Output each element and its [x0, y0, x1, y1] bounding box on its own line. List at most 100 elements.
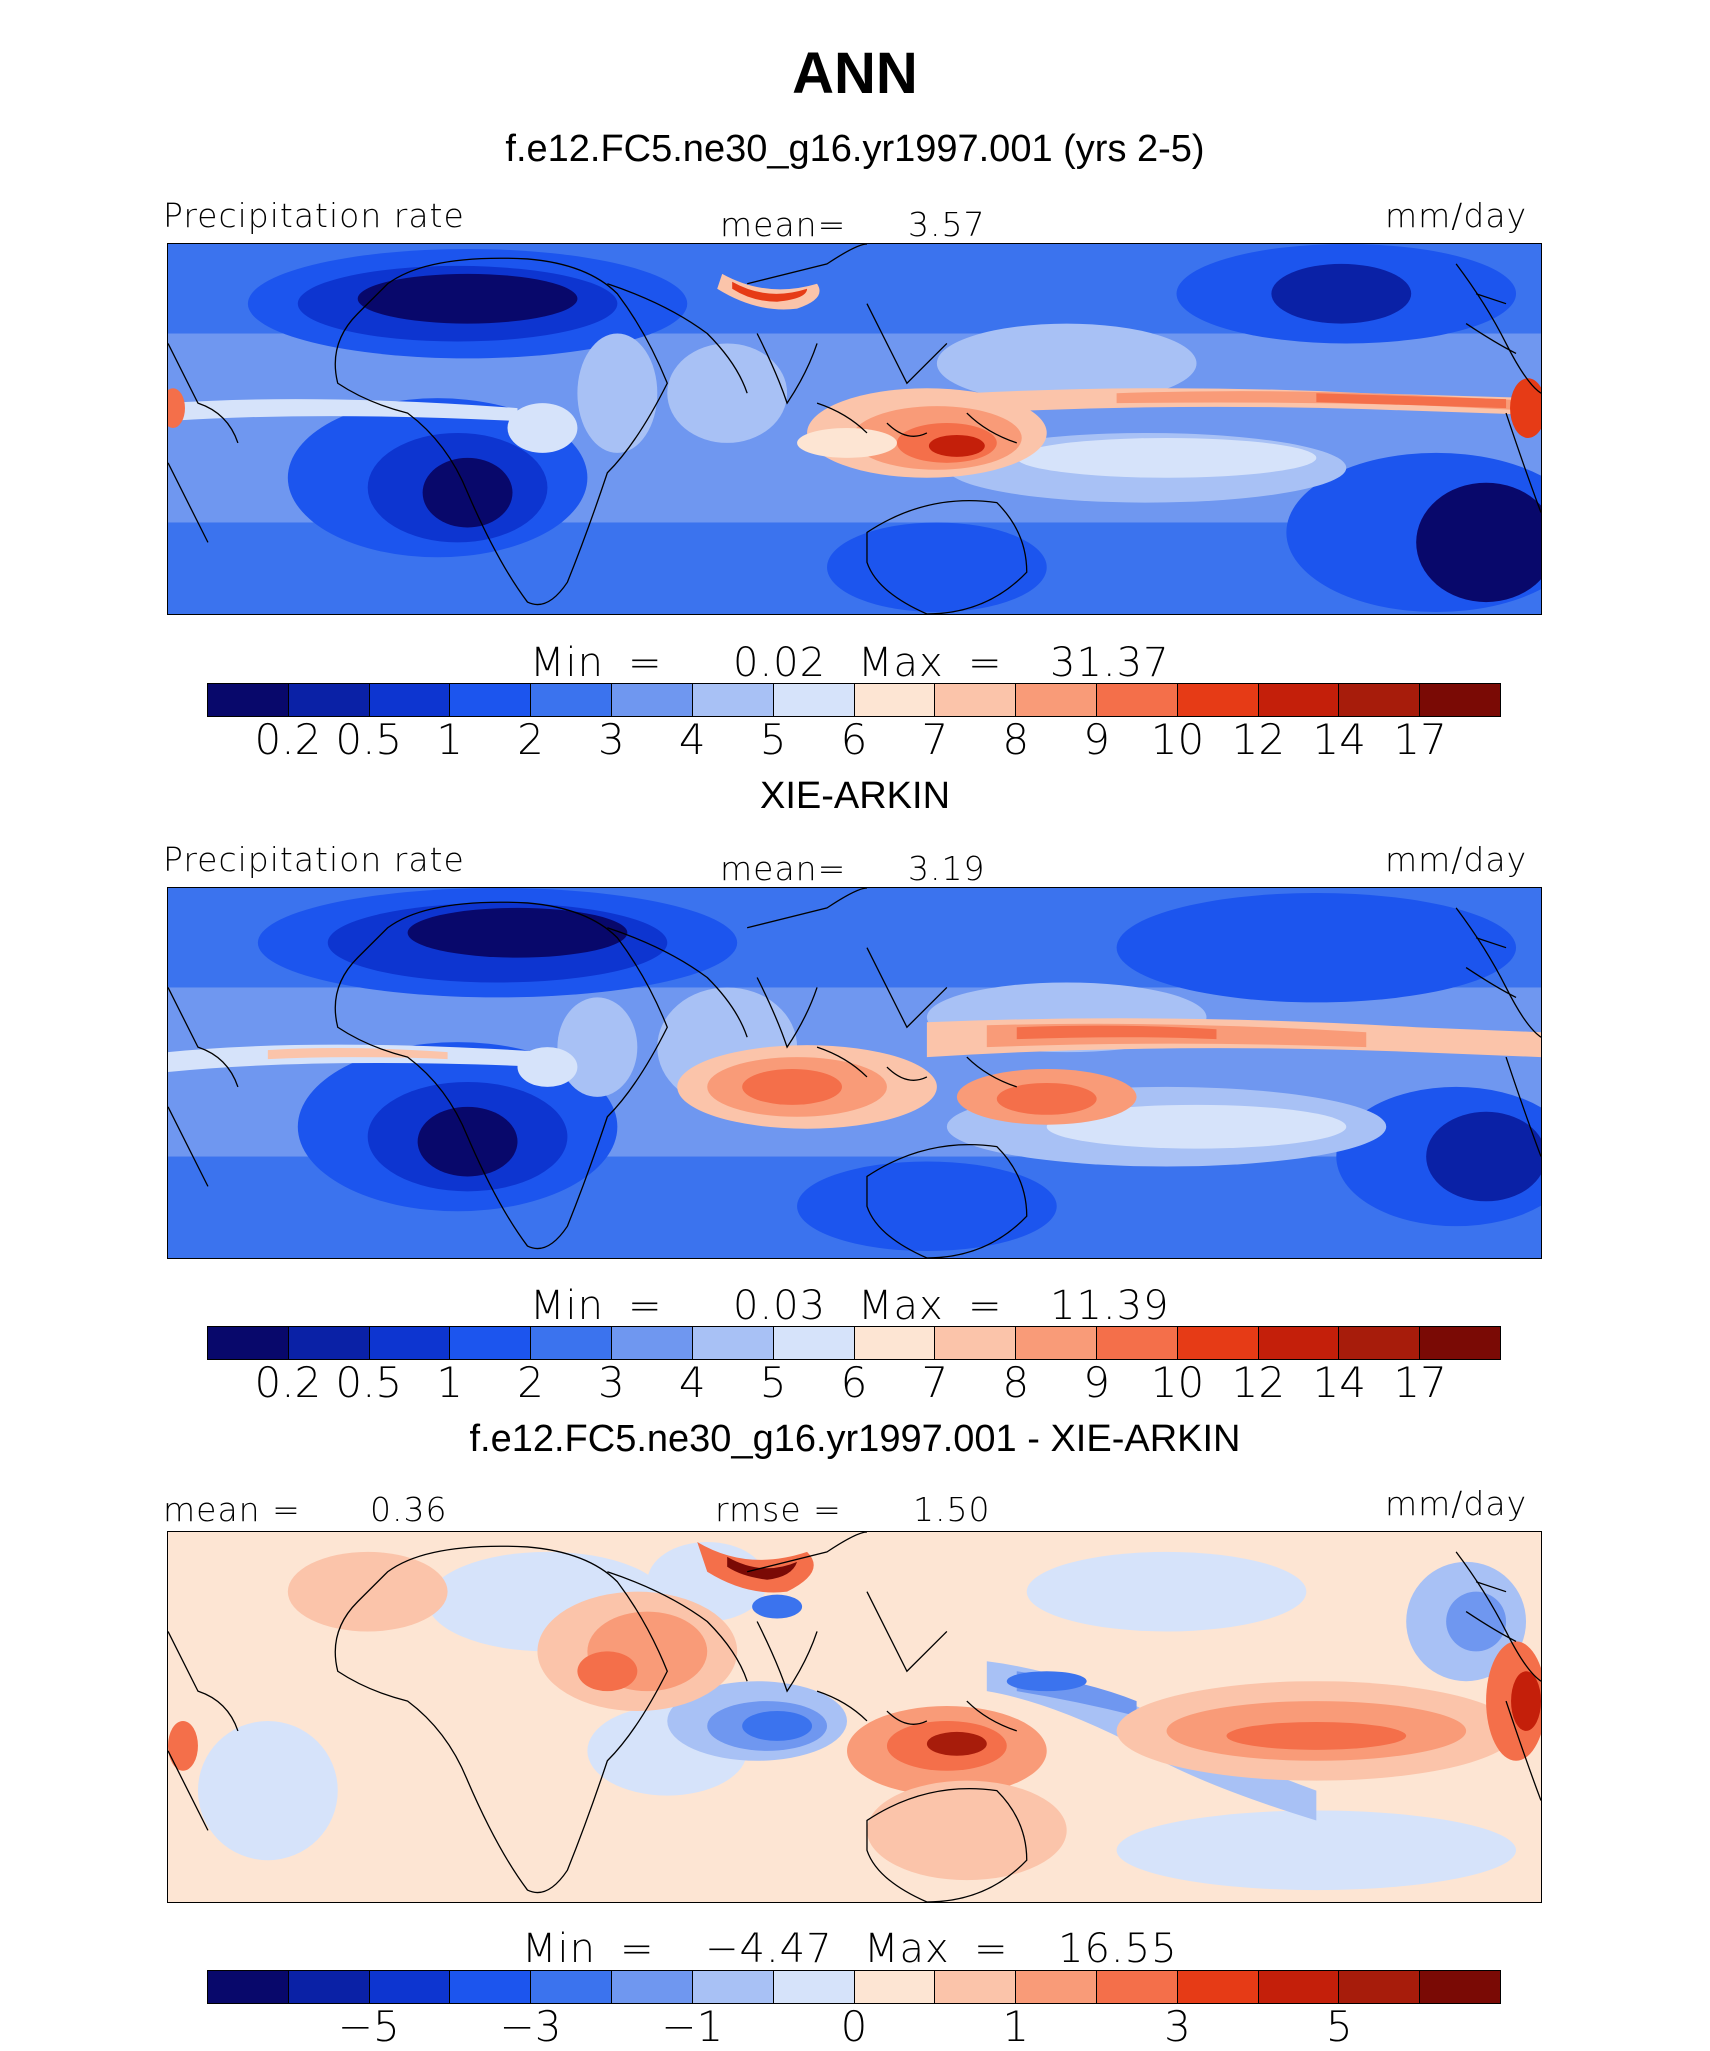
- colorbar-swatch: [773, 1971, 855, 2003]
- colorbar-swatch: [1339, 1327, 1421, 1359]
- colorbar-swatch: [1258, 1971, 1340, 2003]
- panel-diff-map: [167, 1531, 1542, 1903]
- colorbar-swatch: [450, 1327, 532, 1359]
- colorbar-swatch: [773, 684, 855, 716]
- panel-diff-colorbar: [207, 1970, 1501, 2004]
- colorbar-tick-label: 0.5: [335, 1358, 403, 1407]
- panel-model-variable-label: Precipitation rate: [163, 196, 465, 235]
- colorbar-tick-label: 3: [1164, 2002, 1191, 2051]
- panel-diff-eq-2: =: [974, 1926, 1009, 1972]
- panel-diff-mean-value: 0.36: [370, 1490, 448, 1529]
- colorbar-swatch: [531, 1327, 613, 1359]
- panel-diff-min-label: Min: [522, 1926, 596, 1972]
- colorbar-tick-label: 7: [921, 715, 949, 764]
- colorbar-swatch: [1096, 684, 1178, 716]
- panel-model-min-value: 0.02: [733, 640, 827, 686]
- colorbar-swatch: [288, 684, 370, 716]
- panel-diff-mean-label: mean =: [163, 1490, 301, 1529]
- colorbar-tick-label: 4: [678, 715, 706, 764]
- panel-model-min-label: Min: [530, 640, 604, 686]
- colorbar-swatch: [450, 1971, 532, 2003]
- colorbar-swatch: [854, 1327, 936, 1359]
- panel-model-mean-value: 3.57: [908, 205, 986, 244]
- panel-diff-eq-1: =: [620, 1926, 655, 1972]
- panel-obs-colorbar: [207, 1326, 1501, 1360]
- colorbar-swatch: [1420, 684, 1500, 716]
- colorbar-swatch: [1096, 1327, 1178, 1359]
- colorbar-swatch: [531, 1971, 613, 2003]
- colorbar-swatch: [1096, 1971, 1178, 2003]
- panel-model-eq-1: =: [628, 640, 663, 686]
- colorbar-swatch: [1016, 1971, 1097, 2003]
- panel-obs-eq-1: =: [628, 1283, 663, 1329]
- colorbar-tick-label: 6: [840, 1358, 868, 1407]
- colorbar-tick-label: 5: [759, 1358, 787, 1407]
- colorbar-swatch: [1177, 684, 1259, 716]
- panel-model-contour-field: [168, 244, 1541, 614]
- panel-diff-rmse-value: 1.50: [913, 1490, 991, 1529]
- colorbar-tick-label: 0.2: [254, 1358, 322, 1407]
- colorbar-tick-label: 10: [1150, 1358, 1205, 1407]
- colorbar-tick-label: 8: [1002, 715, 1030, 764]
- colorbar-swatch: [1339, 684, 1421, 716]
- colorbar-swatch: [369, 684, 451, 716]
- panel-obs-min-label: Min: [530, 1283, 604, 1329]
- colorbar-swatch: [369, 1971, 451, 2003]
- colorbar-tick-label: 14: [1312, 1358, 1366, 1407]
- colorbar-tick-label: 2: [517, 715, 544, 764]
- colorbar-swatch: [288, 1327, 370, 1359]
- colorbar-tick-label: 12: [1231, 1358, 1286, 1407]
- colorbar-swatch: [935, 1971, 1017, 2003]
- panel-obs-max-label: Max: [858, 1283, 944, 1329]
- panel-diff-heading: f.e12.FC5.ne30_g16.yr1997.001 - XIE-ARKI…: [469, 1418, 1241, 1460]
- colorbar-tick-label: 8: [1002, 1358, 1030, 1407]
- panel-obs-max-value: 11.39: [1050, 1283, 1170, 1329]
- colorbar-tick-label: 5: [759, 715, 787, 764]
- colorbar-swatch: [1258, 684, 1340, 716]
- colorbar-swatch: [935, 684, 1017, 716]
- colorbar-swatch: [612, 1327, 693, 1359]
- colorbar-tick-label: 0.5: [335, 715, 403, 764]
- colorbar-swatch: [1420, 1327, 1500, 1359]
- colorbar-swatch: [773, 1327, 855, 1359]
- colorbar-tick-label: 0: [840, 2002, 868, 2051]
- colorbar-tick-label: 14: [1312, 715, 1366, 764]
- panel-obs-variable-label: Precipitation rate: [163, 840, 465, 879]
- panel-model-eq-2: =: [968, 640, 1003, 686]
- colorbar-swatch: [1177, 1971, 1259, 2003]
- colorbar-swatch: [1258, 1327, 1340, 1359]
- colorbar-tick-label: 12: [1231, 715, 1286, 764]
- colorbar-swatch: [692, 684, 774, 716]
- colorbar-tick-label: 17: [1393, 715, 1447, 764]
- colorbar-swatch: [854, 1971, 936, 2003]
- colorbar-tick-label: 10: [1150, 715, 1205, 764]
- colorbar-tick-label: 3: [598, 715, 625, 764]
- colorbar-swatch: [1177, 1327, 1259, 1359]
- panel-obs-contour-field: [168, 888, 1541, 1258]
- colorbar-tick-label: 1: [436, 1358, 463, 1407]
- panel-diff-max-value: 16.55: [1058, 1926, 1178, 1972]
- panel-model-map: [167, 243, 1542, 615]
- colorbar-tick-label: 9: [1083, 1358, 1110, 1407]
- colorbar-tick-label: 7: [921, 1358, 949, 1407]
- colorbar-tick-label: 1: [1002, 2002, 1030, 2051]
- colorbar-tick-label: 17: [1393, 1358, 1447, 1407]
- panel-diff-max-label: Max: [864, 1926, 950, 1972]
- panel-model-heading: f.e12.FC5.ne30_g16.yr1997.001 (yrs 2-5): [505, 128, 1205, 170]
- colorbar-swatch: [531, 684, 613, 716]
- colorbar-tick-label: 9: [1083, 715, 1110, 764]
- panel-obs-eq-2: =: [968, 1283, 1003, 1329]
- panel-model-max-label: Max: [858, 640, 944, 686]
- panel-diff-units: mm/day: [1385, 1484, 1528, 1523]
- colorbar-swatch: [1420, 1971, 1500, 2003]
- colorbar-tick-label: −1: [661, 2002, 724, 2051]
- colorbar-tick-label: 2: [517, 1358, 544, 1407]
- colorbar-swatch: [369, 1327, 451, 1359]
- colorbar-swatch: [854, 684, 936, 716]
- colorbar-swatch: [208, 1971, 289, 2003]
- colorbar-swatch: [450, 684, 532, 716]
- panel-obs-map: [167, 887, 1542, 1259]
- colorbar-swatch: [1016, 1327, 1097, 1359]
- panel-model-max-value: 31.37: [1050, 640, 1170, 686]
- panel-obs-min-value: 0.03: [733, 1283, 827, 1329]
